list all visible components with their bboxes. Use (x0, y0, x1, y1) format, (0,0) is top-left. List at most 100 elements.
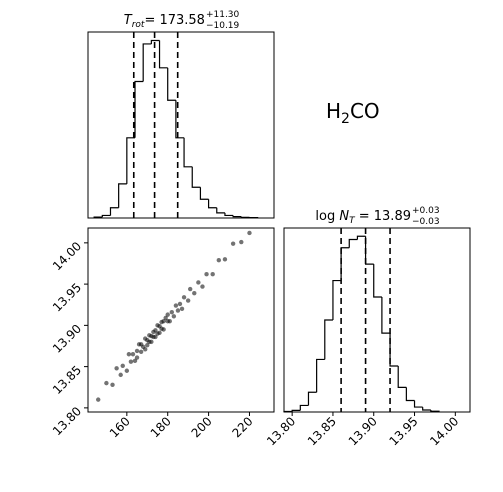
panel-frame (87, 227, 275, 413)
scatter-point (187, 286, 193, 292)
scatter-point (134, 355, 140, 360)
histogram-step (397, 366, 407, 388)
x-tick-label: 13.80 (264, 414, 298, 448)
scatter-point (165, 312, 170, 317)
scatter-point (138, 349, 144, 354)
title-equals: = 173.58 (144, 13, 205, 28)
scatter-point (222, 257, 228, 262)
histogram-step (199, 187, 209, 200)
panel-frame (87, 31, 275, 219)
scatter-point (171, 314, 177, 319)
scatter-point (96, 397, 101, 402)
scatter-point (230, 241, 236, 246)
y-tick-label: 13.90 (50, 322, 84, 356)
histogram-step (167, 67, 176, 101)
histogram-step (118, 183, 127, 208)
scatter-point (161, 319, 166, 324)
x-tick-label: 180 (148, 414, 174, 440)
scatter-point (143, 347, 148, 352)
panel-frame (283, 227, 471, 413)
scatter-point (179, 306, 185, 312)
histogram-step (232, 215, 242, 218)
x-tick-label: 13.85 (305, 414, 339, 448)
scatter-point (247, 230, 252, 236)
title-symbol-sub: T (349, 216, 356, 226)
scatter-point (145, 342, 150, 348)
title-prefix: log (315, 209, 339, 224)
title-upper: +0.03 (412, 206, 440, 216)
histogram-step (356, 235, 366, 240)
histogram-step (413, 400, 423, 408)
histogram-step (240, 216, 250, 218)
title-symbol: N (339, 209, 349, 224)
scatter-point (185, 298, 191, 303)
histogram-step (364, 236, 374, 265)
histogram-step (430, 410, 440, 412)
histogram-step (134, 80, 144, 138)
scatter-point (130, 352, 136, 357)
scatter-point (196, 280, 201, 285)
x-tick-label: 13.90 (346, 414, 380, 448)
title-symbol: T (124, 13, 133, 28)
histogram-step (340, 247, 350, 281)
x-tick-label: 220 (229, 414, 255, 440)
histogram-step (248, 217, 259, 219)
scatter-point (161, 327, 166, 332)
scatter-point (120, 363, 125, 368)
scatter-point (118, 372, 123, 378)
histogram-step (207, 199, 217, 209)
annotation-sub: 2 (341, 111, 350, 127)
histogram-step (101, 214, 111, 218)
scatter-point (149, 339, 154, 345)
title-upper: +11.30 (206, 10, 240, 20)
scatter-point (181, 295, 187, 300)
scatter-point (104, 380, 109, 386)
scatter-point (239, 239, 244, 245)
scatter-point (175, 308, 181, 313)
x-tick-label: 14.00 (427, 414, 461, 448)
histogram-step (291, 409, 301, 412)
scatter-point (110, 382, 115, 387)
scatter-point (163, 315, 168, 321)
scatter-point (153, 334, 158, 340)
y-tick-label: 14.00 (50, 239, 84, 273)
scatter-point (210, 272, 215, 277)
title-symbol-sub: rot (132, 20, 145, 30)
histogram-step (183, 137, 193, 168)
scatter-point (153, 328, 158, 333)
x-tick-label: 13.95 (386, 414, 420, 448)
scatter-point (126, 352, 132, 357)
scatter-point (200, 284, 205, 289)
x-tick-label: 160 (107, 414, 133, 440)
histogram-step (175, 100, 185, 139)
histogram-step (126, 137, 136, 184)
histogram-step (142, 43, 152, 82)
histogram-step (405, 387, 415, 402)
histogram-step (348, 238, 358, 248)
histogram-step (191, 166, 201, 188)
scatter-point (173, 303, 179, 308)
histogram-step (150, 39, 160, 44)
histogram-step (324, 319, 333, 360)
histogram-step (158, 40, 168, 69)
title-lower: −10.19 (206, 21, 240, 31)
histogram-step (381, 297, 391, 334)
histogram-step (216, 207, 225, 214)
y-tick-label: 13.80 (50, 404, 84, 438)
annotation-rest: CO (350, 99, 380, 123)
scatter-point (114, 366, 119, 371)
histogram-step (109, 207, 119, 216)
scatter-point (124, 368, 130, 373)
scatter-point (134, 348, 140, 354)
histogram-step (332, 279, 342, 320)
scatter-point (177, 301, 183, 307)
y-tick-label: 13.95 (50, 280, 84, 314)
scatter-point (204, 272, 209, 277)
histogram-step (224, 212, 234, 217)
x-tick-label: 200 (189, 414, 215, 440)
scatter-point (216, 257, 222, 263)
histogram-step (422, 407, 431, 411)
scatter-point (128, 359, 134, 364)
